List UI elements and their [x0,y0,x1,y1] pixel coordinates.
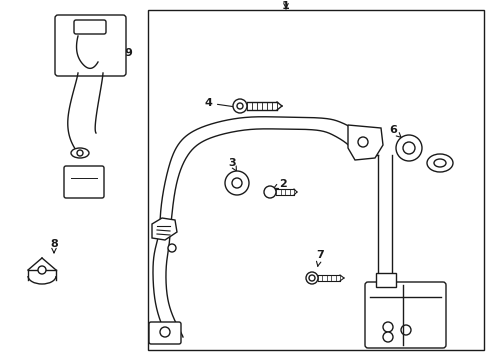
Text: 7: 7 [315,250,323,266]
FancyBboxPatch shape [74,20,106,34]
Text: 6: 6 [388,125,401,138]
Circle shape [231,178,242,188]
Text: 1: 1 [282,1,289,11]
Circle shape [400,325,410,335]
Circle shape [232,99,246,113]
Text: 5: 5 [434,158,451,168]
Circle shape [264,186,275,198]
Circle shape [395,135,421,161]
Circle shape [77,150,83,156]
Text: 2: 2 [273,179,286,189]
Circle shape [224,171,248,195]
Circle shape [382,332,392,342]
Ellipse shape [71,148,89,158]
FancyBboxPatch shape [149,322,181,344]
Bar [148,10,483,350]
Bar [375,273,395,287]
Text: 3: 3 [228,158,236,171]
Circle shape [168,244,176,252]
Polygon shape [347,125,382,160]
Circle shape [308,275,314,281]
Text: 4: 4 [203,98,239,109]
Circle shape [237,103,243,109]
Circle shape [382,322,392,332]
Circle shape [305,272,317,284]
Ellipse shape [433,159,445,167]
Circle shape [357,137,367,147]
FancyBboxPatch shape [64,166,104,198]
Ellipse shape [426,154,452,172]
FancyBboxPatch shape [364,282,445,348]
FancyBboxPatch shape [55,15,126,76]
Circle shape [402,142,414,154]
Text: 8: 8 [50,239,58,253]
Circle shape [38,266,46,274]
Polygon shape [152,218,177,240]
Circle shape [160,327,170,337]
Text: 9: 9 [116,48,132,59]
